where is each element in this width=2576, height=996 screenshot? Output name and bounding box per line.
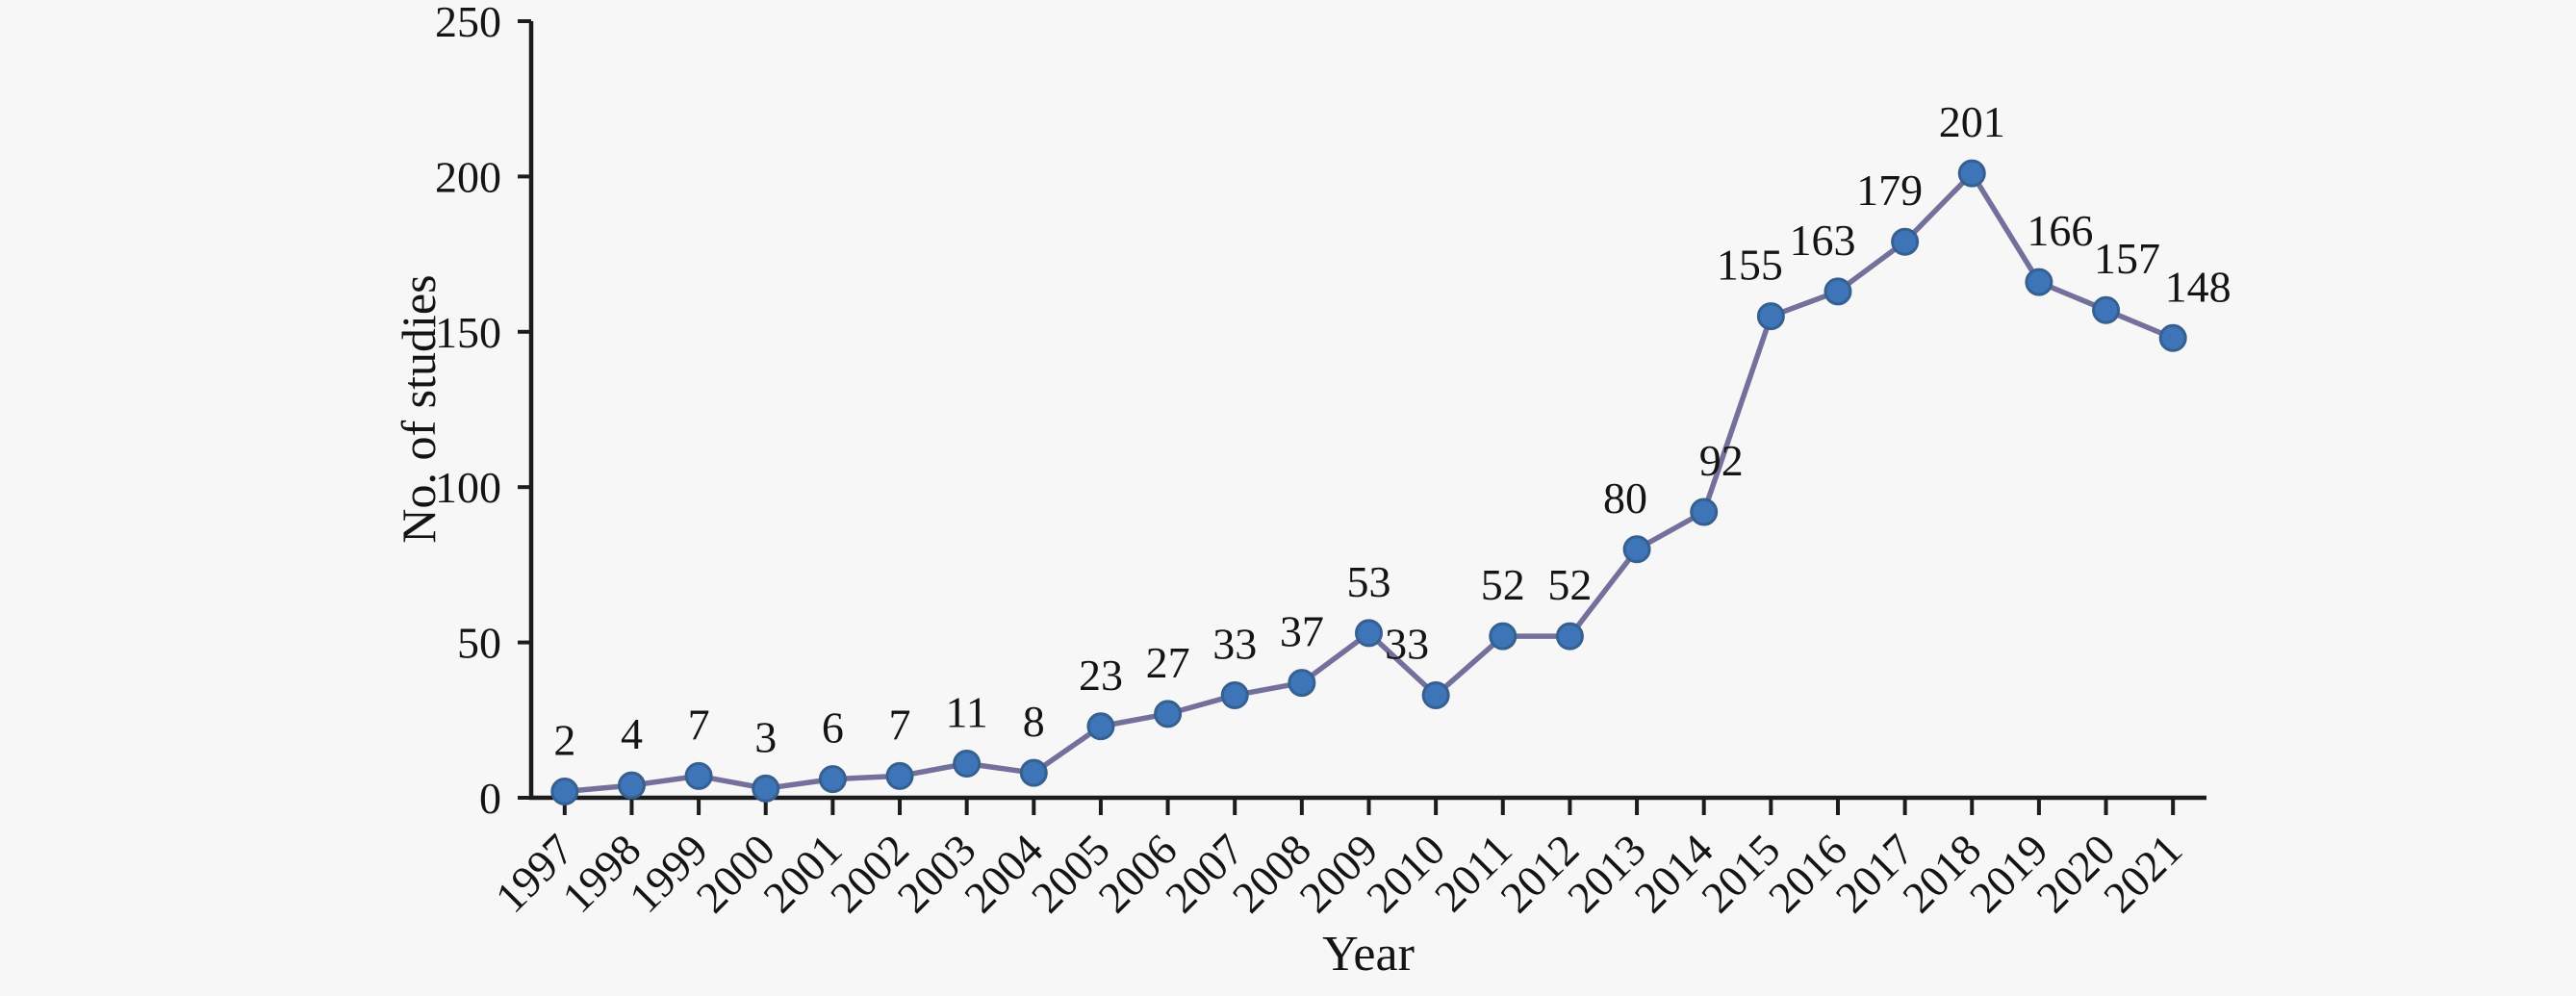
x-axis-title: Year bbox=[1322, 927, 1415, 982]
data-point-label: 8 bbox=[1023, 697, 1045, 746]
data-point-marker bbox=[1690, 498, 1719, 526]
data-point-label: 37 bbox=[1280, 607, 1324, 656]
data-point-label: 11 bbox=[946, 687, 988, 736]
data-point-marker bbox=[2092, 295, 2121, 324]
data-point-marker bbox=[1824, 277, 1852, 306]
data-point-label: 179 bbox=[1856, 166, 1923, 215]
data-point-marker bbox=[1891, 227, 1920, 256]
data-point-label: 166 bbox=[2027, 206, 2093, 255]
data-point-marker bbox=[1622, 535, 1651, 564]
data-point-marker bbox=[1555, 622, 1584, 651]
y-axis-tick-label: 50 bbox=[457, 619, 501, 668]
data-point-label: 155 bbox=[1717, 241, 1783, 290]
y-axis-tick-label: 150 bbox=[435, 308, 501, 357]
data-point-marker bbox=[1288, 669, 1316, 698]
data-point-label: 3 bbox=[754, 712, 777, 761]
data-point-label: 7 bbox=[688, 700, 710, 749]
data-point-marker bbox=[684, 761, 713, 790]
data-point-label: 52 bbox=[1547, 560, 1592, 609]
data-point-label: 148 bbox=[2165, 262, 2232, 311]
data-point-marker bbox=[1355, 619, 1383, 648]
data-point-label: 27 bbox=[1146, 638, 1190, 687]
series-line bbox=[562, 170, 2176, 795]
data-point-marker bbox=[1756, 302, 1785, 331]
data-point-label: 80 bbox=[1603, 473, 1647, 523]
data-point-label: 6 bbox=[822, 703, 844, 753]
data-point-marker bbox=[953, 749, 982, 778]
data-point-marker bbox=[1019, 758, 1048, 787]
data-point-label: 23 bbox=[1079, 651, 1123, 700]
data-point-label: 33 bbox=[1212, 619, 1257, 668]
y-axis-tick-label: 250 bbox=[435, 0, 501, 46]
data-point-label: 52 bbox=[1481, 560, 1525, 609]
y-axis-title: No. of studies bbox=[392, 274, 446, 543]
data-point-label: 4 bbox=[621, 709, 643, 758]
data-point-marker bbox=[818, 765, 847, 794]
data-point-marker bbox=[1421, 680, 1450, 709]
data-point-marker bbox=[617, 771, 646, 800]
data-point-label: 163 bbox=[1789, 216, 1855, 265]
data-point-label: 2 bbox=[553, 716, 575, 765]
data-point-label: 92 bbox=[1699, 436, 1744, 485]
y-axis-tick-label: 200 bbox=[435, 152, 501, 201]
data-point-marker bbox=[1220, 680, 1249, 709]
data-point-marker bbox=[885, 761, 914, 790]
data-point-marker bbox=[1489, 622, 1518, 651]
x-axis-tick-label: 2021 bbox=[2094, 825, 2191, 922]
data-point-marker bbox=[550, 778, 579, 806]
y-axis-tick-label: 0 bbox=[479, 774, 501, 823]
data-point-label: 201 bbox=[1939, 97, 2005, 146]
data-point-label: 7 bbox=[889, 700, 911, 749]
data-point-marker bbox=[1957, 159, 1986, 188]
data-point-marker bbox=[752, 774, 780, 803]
data-point-marker bbox=[2025, 268, 2053, 296]
data-point-label: 33 bbox=[1385, 619, 1429, 668]
data-point-marker bbox=[2158, 323, 2187, 352]
y-axis-tick-label: 100 bbox=[435, 463, 501, 512]
data-point-marker bbox=[1086, 712, 1115, 741]
data-point-label: 53 bbox=[1347, 557, 1391, 606]
data-point-marker bbox=[1154, 700, 1183, 728]
data-point-label: 157 bbox=[2094, 234, 2160, 283]
